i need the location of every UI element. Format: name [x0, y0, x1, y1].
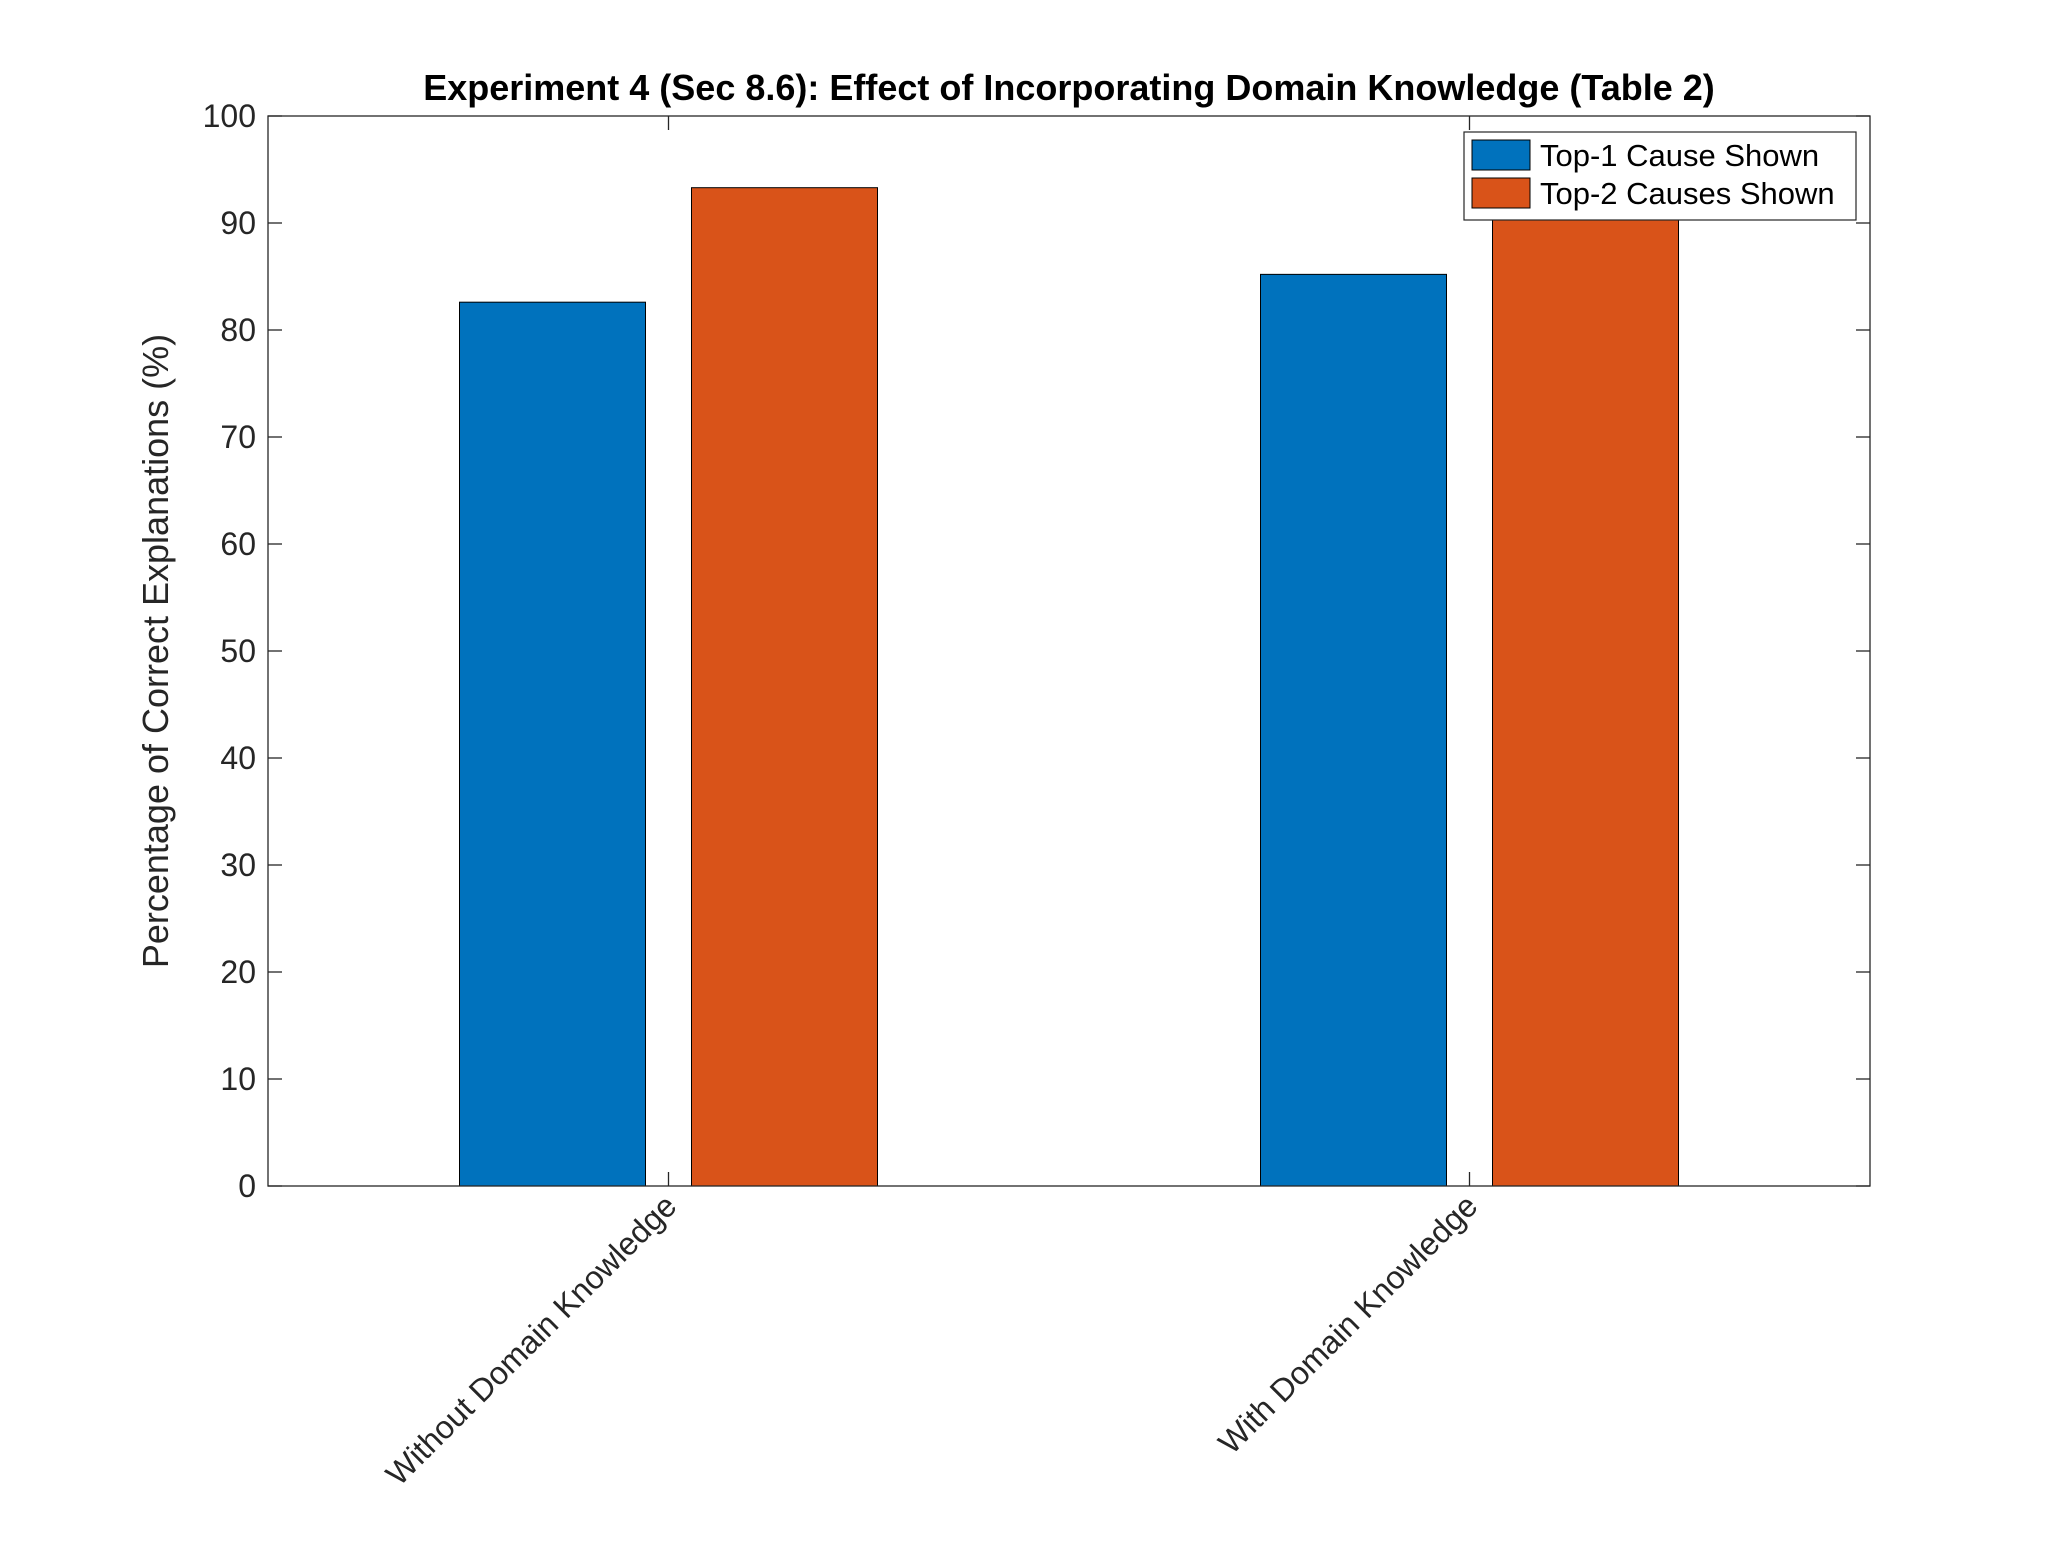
y-tick-label-0: 0 — [238, 1168, 256, 1204]
y-axis-title: Percentage of Correct Explanations (%) — [135, 334, 176, 968]
legend-label-2: Top-2 Causes Shown — [1540, 176, 1835, 211]
y-tick-label-70: 70 — [220, 419, 256, 455]
y-tick-label-30: 30 — [220, 847, 256, 883]
bar-1-1 — [459, 301, 646, 1187]
y-tick-label-60: 60 — [220, 526, 256, 562]
y-tick-label-90: 90 — [220, 205, 256, 241]
bar-1-2 — [1260, 273, 1447, 1187]
y-tick-label-20: 20 — [220, 954, 256, 990]
legend-label-1: Top-1 Cause Shown — [1540, 138, 1819, 173]
bar-2-1 — [691, 187, 878, 1187]
legend-swatch-1 — [1471, 139, 1531, 171]
y-tick-label-10: 10 — [220, 1061, 256, 1097]
y-tick-label-50: 50 — [220, 633, 256, 669]
y-tick-label-40: 40 — [220, 740, 256, 776]
legend-swatch-2 — [1471, 177, 1531, 209]
bar-2-2 — [1492, 194, 1679, 1187]
y-tick-label-100: 100 — [203, 98, 256, 134]
y-tick-label-80: 80 — [220, 312, 256, 348]
chart-title: Experiment 4 (Sec 8.6): Effect of Incorp… — [423, 67, 1715, 108]
